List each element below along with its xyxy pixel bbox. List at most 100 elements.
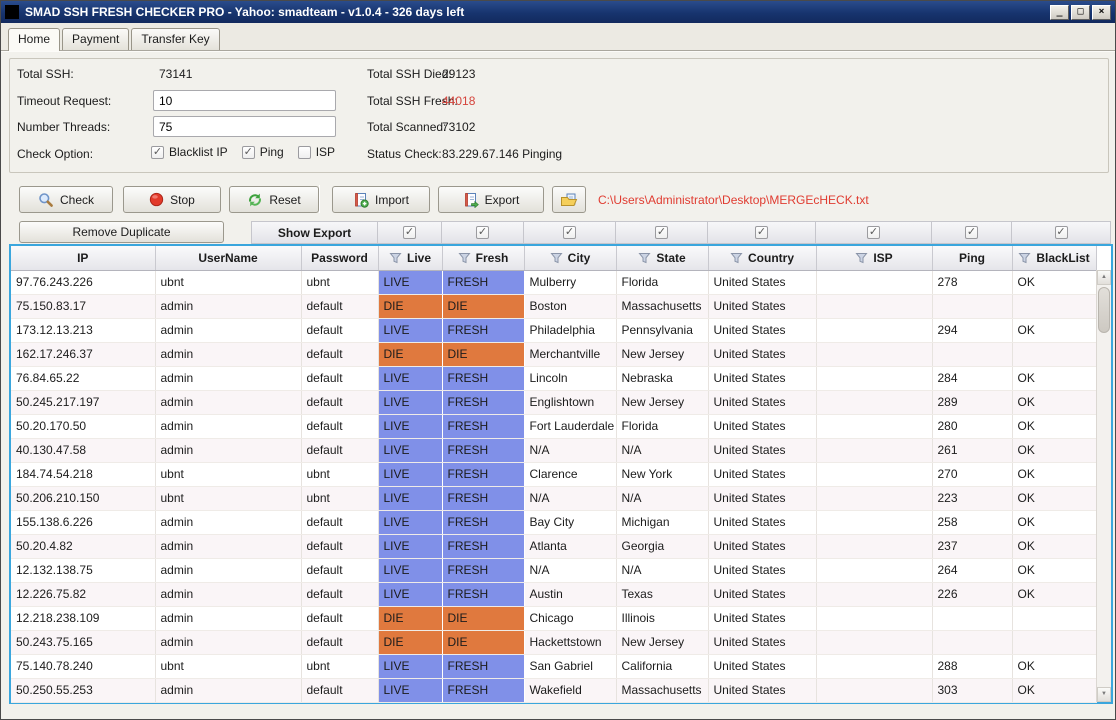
column-header-city[interactable]: City bbox=[524, 246, 617, 271]
cell-username: admin bbox=[155, 414, 302, 439]
open-file-button[interactable] bbox=[552, 186, 586, 213]
cell-ping bbox=[932, 294, 1013, 319]
cell-ip: 184.74.54.218 bbox=[11, 462, 156, 487]
check-option-isp[interactable]: ISP bbox=[297, 145, 335, 159]
cell-city: Merchantville bbox=[524, 342, 617, 367]
cell-ip: 162.17.246.37 bbox=[11, 342, 156, 367]
table-row[interactable]: 50.243.75.165 admin default DIE DIE Hackettst… bbox=[11, 630, 1097, 655]
cell-username: admin bbox=[155, 606, 302, 631]
cell-password: default bbox=[301, 582, 379, 607]
cell-username: admin bbox=[155, 510, 302, 535]
table-row[interactable]: 155.138.6.226 admin default LIVE FRESH Bay Ci… bbox=[11, 510, 1097, 535]
minimize-button[interactable]: _ bbox=[1050, 4, 1069, 20]
cell-ip: 50.243.75.165 bbox=[11, 630, 156, 655]
table-row[interactable]: 97.76.243.226 ubnt ubnt LIVE FRESH Mulberry Fl… bbox=[11, 270, 1097, 295]
unchecked-checkbox-icon[interactable] bbox=[297, 145, 311, 159]
grid-header-row: IP UserName Password Live Fresh City State Coun… bbox=[11, 246, 1097, 271]
column-header-live[interactable]: Live bbox=[378, 246, 443, 271]
cell-username: ubnt bbox=[155, 654, 302, 679]
check-button-label: Check bbox=[59, 192, 94, 207]
table-row[interactable]: 162.17.246.37 admin default DIE DIE Merchantv… bbox=[11, 342, 1097, 367]
export-checkbox-isp[interactable]: ✓ bbox=[867, 226, 880, 239]
tab-home[interactable]: Home bbox=[8, 28, 61, 51]
table-row[interactable]: 173.12.13.213 admin default LIVE FRESH Philad… bbox=[11, 318, 1097, 343]
table-row[interactable]: 75.150.83.17 admin default DIE DIE Boston Mass… bbox=[11, 294, 1097, 319]
tab-transfer-key[interactable]: Transfer Key bbox=[131, 28, 220, 50]
column-header-ip[interactable]: IP bbox=[11, 246, 156, 271]
column-header-ping[interactable]: Ping bbox=[932, 246, 1013, 271]
cell-ip: 97.76.243.226 bbox=[11, 270, 156, 295]
table-row[interactable]: 50.245.217.197 admin default LIVE FRESH Engli… bbox=[11, 390, 1097, 415]
export-checkbox-fresh[interactable]: ✓ bbox=[476, 226, 489, 239]
check-option-blacklist-ip[interactable]: ✓ Blacklist IP bbox=[151, 145, 228, 159]
magnifier-icon bbox=[39, 192, 53, 207]
cell-ip: 12.218.238.109 bbox=[11, 606, 156, 631]
table-row[interactable]: 50.206.210.150 ubnt ubnt LIVE FRESH N/A N/A Uni… bbox=[11, 486, 1097, 511]
vertical-scrollbar[interactable]: ▲ ▼ bbox=[1096, 270, 1111, 702]
table-row[interactable]: 40.130.47.58 admin default LIVE FRESH N/A N/A U… bbox=[11, 438, 1097, 463]
column-header-country[interactable]: Country bbox=[708, 246, 817, 271]
checked-checkbox-icon[interactable]: ✓ bbox=[241, 145, 255, 159]
cell-password: default bbox=[301, 318, 379, 343]
cell-fresh: FRESH bbox=[442, 414, 525, 439]
table-row[interactable]: 50.250.55.253 admin default LIVE FRESH Wakefi… bbox=[11, 678, 1097, 703]
number-threads-input[interactable] bbox=[153, 116, 336, 137]
table-row[interactable]: 184.74.54.218 ubnt ubnt LIVE FRESH Clarence Ne… bbox=[11, 462, 1097, 487]
cell-ip: 40.130.47.58 bbox=[11, 438, 156, 463]
scroll-up-button[interactable]: ▲ bbox=[1097, 270, 1111, 285]
table-row[interactable]: 76.84.65.22 admin default LIVE FRESH Lincoln N… bbox=[11, 366, 1097, 391]
stop-button[interactable]: Stop bbox=[123, 186, 221, 213]
cell-password: default bbox=[301, 342, 379, 367]
cell-isp bbox=[816, 630, 933, 655]
cell-isp bbox=[816, 438, 933, 463]
maximize-button[interactable]: □ bbox=[1071, 4, 1090, 20]
filter-funnel-icon bbox=[1018, 252, 1031, 263]
reset-button[interactable]: Reset bbox=[229, 186, 319, 213]
tab-payment[interactable]: Payment bbox=[62, 28, 130, 50]
table-row[interactable]: 50.20.4.82 admin default LIVE FRESH Atlanta Ge… bbox=[11, 534, 1097, 559]
cell-city: Atlanta bbox=[524, 534, 617, 559]
checked-checkbox-icon[interactable]: ✓ bbox=[151, 145, 164, 159]
check-option-ping[interactable]: ✓ Ping bbox=[241, 145, 284, 159]
export-checkbox-ping[interactable]: ✓ bbox=[965, 226, 978, 239]
cell-country: United States bbox=[708, 390, 817, 415]
column-header-state[interactable]: State bbox=[616, 246, 709, 271]
export-checkbox-live[interactable]: ✓ bbox=[403, 226, 416, 239]
export-checkbox-state[interactable]: ✓ bbox=[655, 226, 668, 239]
scroll-down-button[interactable]: ▼ bbox=[1097, 687, 1111, 702]
cell-state: N/A bbox=[616, 486, 709, 511]
check-button[interactable]: Check bbox=[19, 186, 113, 213]
table-row[interactable]: 12.132.138.75 admin default LIVE FRESH N/A N/A… bbox=[11, 558, 1097, 583]
cell-isp bbox=[816, 462, 933, 487]
column-header-username[interactable]: UserName bbox=[155, 246, 302, 271]
column-header-password[interactable]: Password bbox=[301, 246, 379, 271]
column-header-isp[interactable]: ISP bbox=[816, 246, 933, 271]
close-button[interactable]: × bbox=[1092, 4, 1111, 20]
grid-body: 97.76.243.226 ubnt ubnt LIVE FRESH Mulberry Fl… bbox=[11, 270, 1097, 703]
export-checkbox-city[interactable]: ✓ bbox=[563, 226, 576, 239]
cell-live: LIVE bbox=[378, 654, 443, 679]
table-row[interactable]: 12.226.75.82 admin default LIVE FRESH Austin T… bbox=[11, 582, 1097, 607]
timeout-request-input[interactable] bbox=[153, 90, 336, 111]
cell-password: default bbox=[301, 366, 379, 391]
cell-city: Englishtown bbox=[524, 390, 617, 415]
cell-blacklist: OK bbox=[1012, 270, 1097, 295]
table-row[interactable]: 50.20.170.50 admin default LIVE FRESH Fort La… bbox=[11, 414, 1097, 439]
table-row[interactable]: 12.218.238.109 admin default DIE DIE Chicago I… bbox=[11, 606, 1097, 631]
cell-username: admin bbox=[155, 342, 302, 367]
column-header-blacklist[interactable]: BlackList bbox=[1012, 246, 1097, 271]
cell-live: DIE bbox=[378, 630, 443, 655]
import-button-label: Import bbox=[374, 192, 409, 207]
tab-strip: Home Payment Transfer Key bbox=[1, 23, 1115, 51]
export-button[interactable]: Export bbox=[438, 186, 544, 213]
column-header-fresh[interactable]: Fresh bbox=[442, 246, 525, 271]
cell-blacklist: OK bbox=[1012, 318, 1097, 343]
remove-duplicate-button[interactable]: Remove Duplicate bbox=[19, 221, 224, 243]
table-row[interactable]: 75.140.78.240 ubnt ubnt LIVE FRESH San Gabrie… bbox=[11, 654, 1097, 679]
cell-city: Hackettstown bbox=[524, 630, 617, 655]
cell-city: Wakefield bbox=[524, 678, 617, 703]
import-button[interactable]: Import bbox=[332, 186, 430, 213]
export-checkbox-blacklist[interactable]: ✓ bbox=[1054, 226, 1068, 239]
scroll-thumb[interactable] bbox=[1098, 287, 1110, 333]
export-checkbox-country[interactable]: ✓ bbox=[755, 226, 768, 239]
